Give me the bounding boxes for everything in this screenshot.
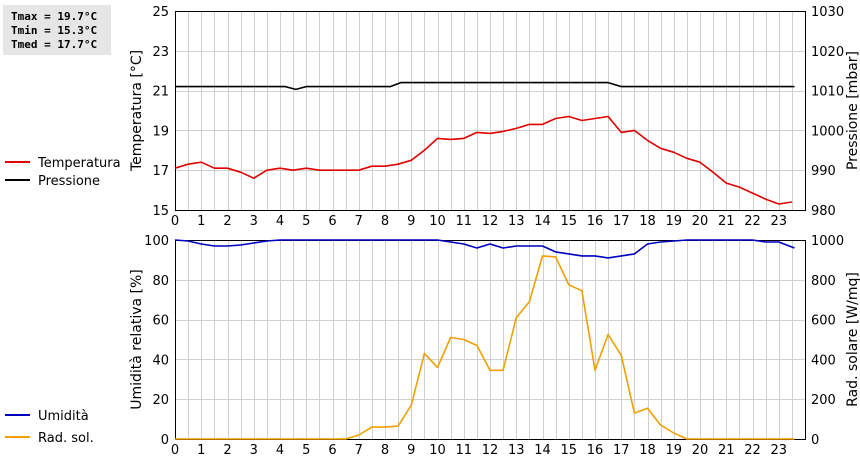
series-line-pressione (175, 81, 795, 91)
plot-frame (175, 11, 806, 211)
x-tick-label: 21 (718, 214, 735, 229)
stats-box: Tmax = 19.7°C Tmin = 15.3°C Tmed = 17.7°… (3, 5, 111, 55)
x-tick-label: 0 (171, 214, 179, 229)
x-tick-label: 3 (250, 443, 258, 458)
x-tick-label: 17 (613, 214, 630, 229)
y-left-tick-label: 25 (152, 5, 169, 20)
x-tick-label: 16 (587, 443, 604, 458)
x-tick-label: 3 (250, 214, 258, 229)
x-tick-label: 23 (770, 443, 787, 458)
x-tick-label: 20 (692, 443, 709, 458)
x-tick-label: 14 (534, 443, 551, 458)
x-tick-label: 5 (302, 443, 310, 458)
y-right-tick-label: 1020 (811, 45, 844, 60)
x-tick-label: 19 (665, 443, 682, 458)
x-tick-label: 15 (560, 443, 577, 458)
x-tick-label: 21 (718, 443, 735, 458)
y-left-tick-label: 21 (152, 85, 169, 100)
x-tick-label: 1 (197, 214, 205, 229)
y-right-axis-label: Rad. solare [W/mq] (845, 272, 860, 407)
x-tick-label: 4 (276, 214, 284, 229)
x-tick-label: 9 (407, 214, 415, 229)
y-right-axis-label: Pressione [mbar] (845, 51, 860, 170)
legend-label: Pressione (38, 174, 100, 189)
y-left-tick-label: 19 (152, 124, 169, 139)
tmin-label: Tmin = 15.3°C (11, 24, 98, 37)
x-tick-label: 23 (770, 214, 787, 229)
x-tick-label: 6 (328, 214, 336, 229)
y-left-tick-label: 20 (152, 393, 169, 408)
y-left-tick-label: 15 (152, 204, 169, 219)
y-left-tick-label: 80 (152, 274, 169, 289)
x-tick-label: 1 (197, 443, 205, 458)
x-tick-label: 2 (223, 214, 231, 229)
y-right-tick-label: 1030 (811, 5, 844, 20)
y-right-tick-label: 1010 (811, 85, 844, 100)
legend-label: Umidità (38, 409, 89, 424)
y-left-tick-label: 17 (152, 164, 169, 179)
x-tick-label: 13 (508, 443, 525, 458)
y-right-tick-label: 400 (811, 353, 836, 368)
y-left-tick-label: 23 (152, 45, 169, 60)
y-left-axis-label: Temperatura [°C] (129, 50, 145, 172)
plot-frame (175, 240, 806, 440)
x-tick-label: 2 (223, 443, 231, 458)
x-tick-label: 14 (534, 214, 551, 229)
x-tick-label: 20 (692, 214, 709, 229)
y-right-tick-label: 0 (811, 433, 819, 448)
x-tick-label: 18 (639, 214, 656, 229)
x-tick-label: 9 (407, 443, 415, 458)
x-tick-label: 18 (639, 443, 656, 458)
x-tick-label: 15 (560, 214, 577, 229)
y-left-axis-label: Umidità relativa [%] (129, 269, 145, 410)
y-right-tick-label: 1000 (811, 124, 844, 139)
y-left-tick-label: 100 (144, 234, 169, 249)
y-left-tick-label: 60 (152, 314, 169, 329)
legend-label: Rad. sol. (38, 431, 94, 446)
x-tick-label: 0 (171, 443, 179, 458)
legend-label: Temperatura (37, 156, 121, 171)
y-right-tick-label: 990 (811, 164, 836, 179)
x-tick-label: 12 (482, 214, 499, 229)
x-tick-label: 5 (302, 214, 310, 229)
y-right-tick-label: 1000 (811, 234, 844, 249)
x-tick-label: 10 (429, 443, 446, 458)
x-tick-label: 10 (429, 214, 446, 229)
tmed-label: Tmed = 17.7°C (11, 38, 98, 51)
x-tick-label: 7 (355, 214, 363, 229)
x-tick-label: 16 (587, 214, 604, 229)
y-right-tick-label: 600 (811, 314, 836, 329)
x-tick-label: 19 (665, 214, 682, 229)
x-tick-label: 4 (276, 443, 284, 458)
x-tick-label: 6 (328, 443, 336, 458)
y-left-tick-label: 0 (161, 433, 169, 448)
y-right-tick-label: 200 (811, 393, 836, 408)
y-right-tick-label: 980 (811, 204, 836, 219)
x-tick-label: 17 (613, 443, 630, 458)
x-tick-label: 8 (381, 443, 389, 458)
series-line-temperatura (174, 115, 793, 205)
x-tick-label: 11 (455, 214, 472, 229)
series-line-umidit- (174, 239, 795, 259)
x-tick-label: 13 (508, 214, 525, 229)
x-tick-label: 22 (744, 214, 761, 229)
x-tick-label: 22 (744, 443, 761, 458)
y-right-tick-label: 800 (811, 274, 836, 289)
x-tick-label: 12 (482, 443, 499, 458)
x-tick-label: 11 (455, 443, 472, 458)
tmax-label: Tmax = 19.7°C (11, 10, 98, 23)
y-left-tick-label: 40 (152, 353, 169, 368)
x-tick-label: 7 (355, 443, 363, 458)
series-line-rad-sol- (175, 255, 795, 440)
x-tick-label: 8 (381, 214, 389, 229)
